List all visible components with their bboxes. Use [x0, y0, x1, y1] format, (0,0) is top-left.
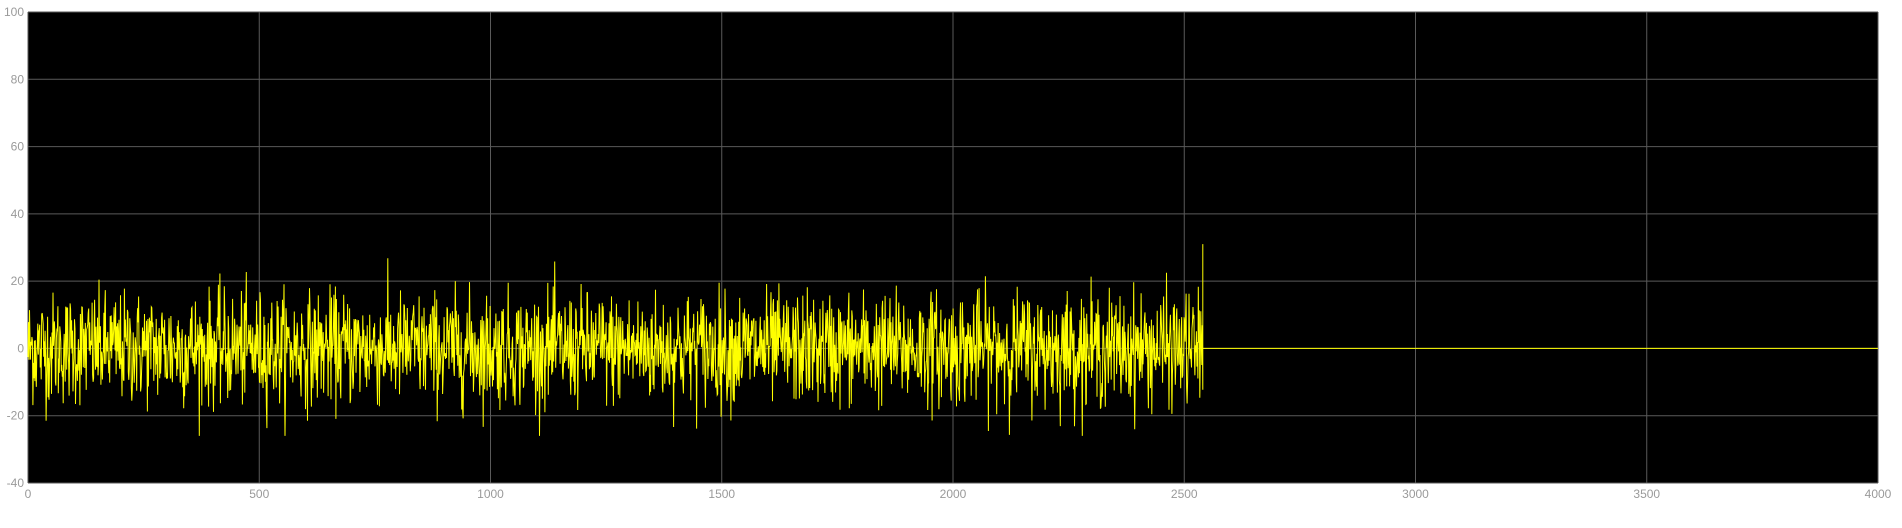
- y-tick-label: 0: [17, 341, 24, 355]
- x-tick-label: 4000: [1865, 487, 1892, 501]
- y-tick-label: 60: [11, 140, 25, 154]
- x-tick-label: 3500: [1633, 487, 1660, 501]
- y-tick-label: -20: [7, 409, 25, 423]
- x-tick-label: 3000: [1402, 487, 1429, 501]
- x-tick-label: 0: [25, 487, 32, 501]
- signal-series: [27, 244, 1878, 436]
- y-tick-label: 100: [4, 5, 24, 19]
- signal-line: [27, 244, 1878, 436]
- x-tick-label: 2000: [940, 487, 967, 501]
- x-tick-label: 1000: [477, 487, 504, 501]
- y-tick-label: 20: [11, 274, 25, 288]
- x-tick-label: 500: [249, 487, 269, 501]
- y-tick-label: -40: [7, 476, 25, 490]
- x-tick-label: 2500: [1171, 487, 1198, 501]
- y-tick-label: 80: [11, 72, 25, 86]
- x-tick-labels: 0 500 1000 1500 2000 2500 3000 3500 4000: [25, 487, 1892, 501]
- y-tick-labels: -40 -20 0 20 40 60 80 100: [4, 5, 24, 490]
- y-tick-label: 40: [11, 207, 25, 221]
- x-tick-label: 1500: [708, 487, 735, 501]
- grid-lines: [27, 11, 1879, 484]
